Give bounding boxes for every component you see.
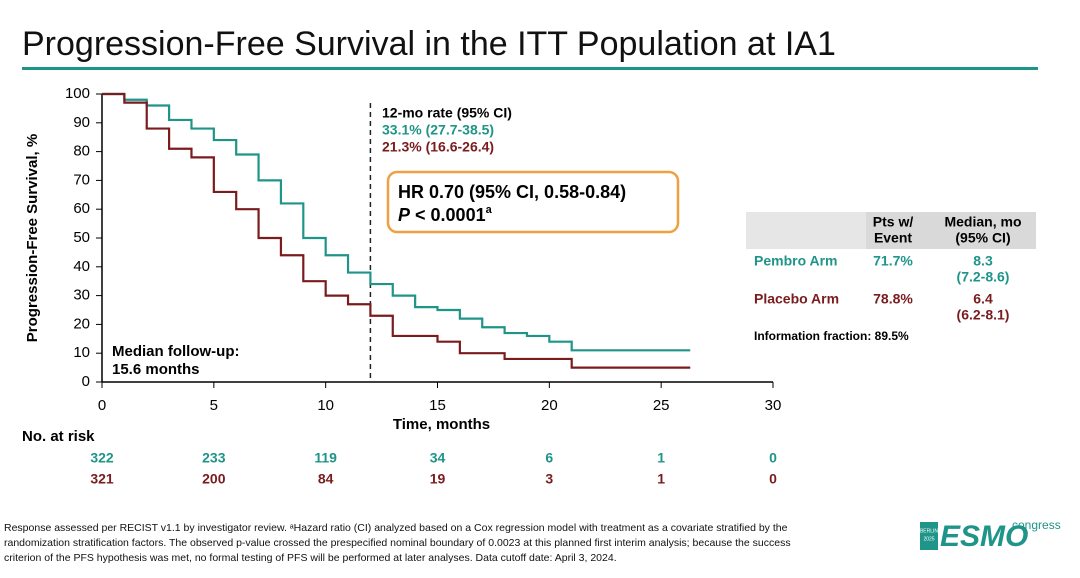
survival-curve (102, 92, 691, 369)
risk-label: No. at risk (22, 428, 95, 445)
footnote: randomization stratification factors. Th… (4, 537, 791, 549)
risk-count: 119 (314, 450, 337, 466)
x-tick-label: 0 (98, 397, 106, 414)
y-tick-label: 60 (73, 200, 90, 217)
rate-label: 33.1% (27.7-38.5) (382, 122, 494, 138)
table-header: (95% CI) (955, 230, 1010, 246)
y-tick-label: 70 (73, 171, 90, 188)
logo-badge (920, 522, 938, 550)
risk-count: 233 (202, 450, 226, 466)
information-fraction: Information fraction: 89.5% (754, 329, 909, 343)
slide-title: Progression-Free Survival in the ITT Pop… (22, 25, 836, 63)
table-ci: (7.2-8.6) (957, 269, 1010, 285)
y-tick-label: 80 (73, 143, 90, 160)
table-header: Median, mo (944, 214, 1021, 230)
logo-name: ESMO (940, 520, 1028, 553)
y-tick-label: 0 (82, 373, 90, 390)
table-events: 71.7% (873, 253, 913, 269)
table-header-blank (746, 212, 866, 249)
p-sup: a (486, 204, 493, 216)
x-tick-label: 15 (429, 397, 446, 414)
x-tick-label: 5 (210, 397, 218, 414)
risk-count: 84 (318, 471, 334, 487)
y-tick-label: 30 (73, 287, 90, 304)
risk-count: 0 (769, 450, 777, 466)
x-axis-label: Time, months (393, 416, 490, 433)
table-row-label: Pembro Arm (754, 253, 838, 269)
risk-count: 19 (430, 471, 446, 487)
table-ci: (6.2-8.1) (957, 307, 1010, 323)
x-tick-label: 10 (317, 397, 334, 414)
risk-count: 322 (90, 450, 114, 466)
x-tick-label: 30 (765, 397, 782, 414)
title-rule (22, 67, 1038, 70)
risk-count: 34 (430, 450, 446, 466)
y-tick-label: 100 (65, 85, 90, 102)
risk-count: 0 (769, 471, 777, 487)
table-median: 8.3 (973, 253, 993, 269)
x-tick-label: 20 (541, 397, 558, 414)
table-median: 6.4 (973, 291, 993, 307)
follow-up: 15.6 months (112, 361, 200, 378)
y-tick-label: 90 (73, 114, 90, 131)
survival-curve (102, 92, 691, 352)
p-italic: P (398, 205, 411, 225)
rate-title: 12-mo rate (95% CI) (382, 105, 512, 121)
risk-count: 200 (202, 471, 226, 487)
table-header: Pts w/ (873, 214, 914, 230)
x-tick-label: 25 (653, 397, 670, 414)
hr-box (386, 170, 680, 234)
table-row-label: Placebo Arm (754, 291, 839, 307)
logo-city: BERLIN (920, 528, 938, 534)
logo-year: 2025 (923, 536, 934, 542)
risk-count: 321 (90, 471, 114, 487)
risk-count: 1 (657, 450, 665, 466)
follow-up: Median follow-up: (112, 343, 239, 360)
risk-count: 3 (545, 471, 553, 487)
p-rest: < 0.0001 (410, 205, 486, 225)
logo-word: congress (1012, 518, 1061, 532)
footnote: criterion of the PFS hypothesis was met,… (4, 552, 617, 564)
risk-count: 6 (545, 450, 553, 466)
footnote: Response assessed per RECIST v1.1 by inv… (4, 522, 788, 534)
y-tick-label: 50 (73, 229, 90, 246)
p-value: P < 0.0001a (398, 204, 493, 225)
y-tick-label: 10 (73, 344, 90, 361)
table-events: 78.8% (873, 291, 913, 307)
table-header: Event (874, 230, 912, 246)
y-tick-label: 40 (73, 258, 90, 275)
y-tick-label: 20 (73, 315, 90, 332)
y-axis-label: Progression-Free Survival, % (24, 134, 41, 342)
risk-count: 1 (657, 471, 665, 487)
hr-text: HR 0.70 (95% CI, 0.58-0.84) (398, 182, 626, 202)
rate-label: 21.3% (16.6-26.4) (382, 139, 494, 155)
